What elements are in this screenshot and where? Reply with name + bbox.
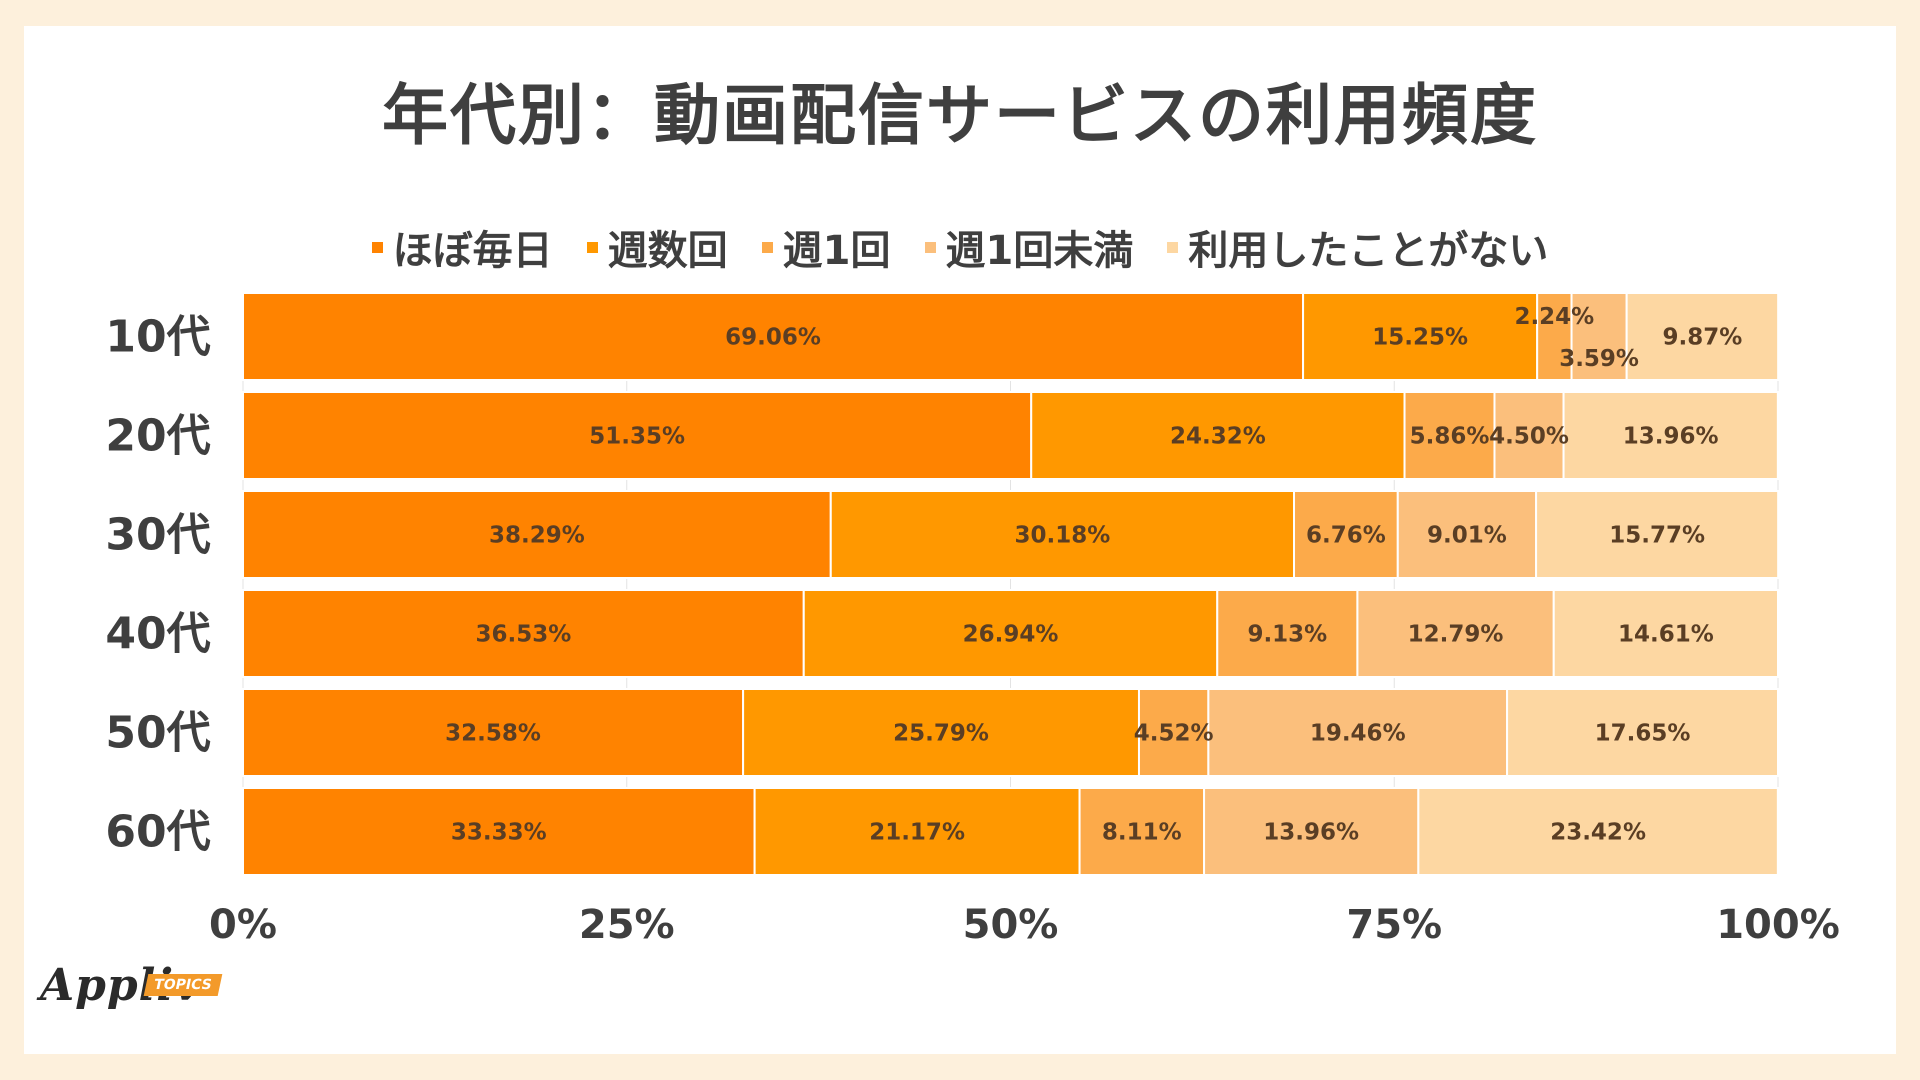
bar-segment: [1403, 391, 1496, 480]
data-label: 51.35%: [589, 424, 685, 450]
legend-item-never: 利用したことがない: [1167, 218, 1548, 276]
data-label: 9.01%: [1427, 523, 1507, 549]
legend-item-weekly: 週1回: [761, 218, 891, 276]
bar-segment: [1207, 688, 1509, 777]
x-tick-label: 75%: [1346, 902, 1442, 948]
data-label: 5.86%: [1410, 424, 1490, 450]
bar-segment: [1293, 490, 1399, 579]
bar-segment: [1535, 490, 1780, 579]
bar-segment: [242, 787, 756, 876]
data-label: 23.42%: [1550, 820, 1646, 846]
bar-segment: [242, 292, 1305, 381]
category-label: 30代: [105, 510, 210, 561]
data-label: 25.79%: [893, 721, 989, 747]
data-label: 13.96%: [1263, 820, 1359, 846]
legend: ほぼ毎日 週数回 週1回 週1回未満 利用したことがない: [0, 218, 1920, 276]
category-label: 20代: [105, 411, 210, 462]
data-label: 14.61%: [1618, 622, 1714, 648]
x-tick-label: 50%: [963, 902, 1059, 948]
data-label: 15.25%: [1372, 325, 1468, 351]
bar-segment: [1536, 292, 1573, 381]
data-label: 38.29%: [489, 523, 585, 549]
legend-swatch: [371, 241, 383, 253]
topics-badge: TOPICS: [143, 974, 222, 996]
bar-segment: [753, 787, 1081, 876]
bar-segment: [1552, 589, 1779, 678]
legend-item-less-weekly: 週1回未満: [924, 218, 1134, 276]
bar-segment: [1570, 292, 1628, 381]
bar-segment: [1625, 292, 1780, 381]
x-tick-label: 100%: [1716, 902, 1840, 948]
bar-segment: [242, 589, 805, 678]
category-label: 60代: [105, 807, 210, 858]
data-label: 24.32%: [1170, 424, 1266, 450]
data-label: 9.13%: [1247, 622, 1327, 648]
legend-swatch: [761, 241, 773, 253]
bar-segment: [1137, 688, 1210, 777]
data-label: 30.18%: [1014, 523, 1110, 549]
data-label: 19.46%: [1310, 721, 1406, 747]
data-label: 12.79%: [1408, 622, 1504, 648]
bar-segment: [1078, 787, 1206, 876]
legend-label: 週1回: [782, 228, 891, 274]
category-label: 50代: [105, 708, 210, 759]
bar-segment: [742, 688, 1140, 777]
x-tick-label: 25%: [579, 902, 675, 948]
data-label: 13.96%: [1623, 424, 1719, 450]
bar-segment: [1302, 292, 1539, 381]
legend-label: ほぼ毎日: [392, 228, 553, 274]
legend-label: 週数回: [607, 228, 728, 274]
data-label: 21.17%: [869, 820, 965, 846]
legend-item-several-weekly: 週数回: [586, 218, 728, 276]
data-label: 9.87%: [1663, 325, 1743, 351]
bar-segment: [1562, 391, 1779, 480]
x-tick-label: 0%: [209, 902, 277, 948]
data-label: 2.24%: [1514, 304, 1594, 330]
data-label: 4.52%: [1134, 721, 1214, 747]
bar-segment: [1030, 391, 1406, 480]
category-label: 40代: [105, 609, 210, 660]
bar-segment: [242, 688, 745, 777]
bar-segment: [1216, 589, 1359, 678]
legend-swatch: [924, 241, 936, 253]
data-label: 36.53%: [475, 622, 571, 648]
data-label: 32.58%: [445, 721, 541, 747]
data-label: 26.94%: [963, 622, 1059, 648]
legend-swatch: [586, 241, 598, 253]
legend-label: 週1回未満: [945, 228, 1134, 274]
legend-label: 利用したことがない: [1188, 228, 1549, 274]
data-label: 8.11%: [1102, 820, 1182, 846]
data-label: 4.50%: [1489, 424, 1569, 450]
data-label: 3.59%: [1559, 346, 1639, 372]
data-label: 33.33%: [451, 820, 547, 846]
bar-segment: [1356, 589, 1555, 678]
bar-segment: [1506, 688, 1779, 777]
legend-item-daily: ほぼ毎日: [371, 218, 553, 276]
chart-title: 年代別：動画配信サービスの利用頻度: [382, 77, 1538, 154]
bar-segment: [1417, 787, 1779, 876]
data-label: 69.06%: [725, 325, 821, 351]
data-label: 15.77%: [1609, 523, 1705, 549]
bar-segment: [242, 391, 1033, 480]
bar-segment: [1493, 391, 1565, 480]
legend-swatch: [1167, 241, 1179, 253]
data-label: 6.76%: [1306, 523, 1386, 549]
bar-segment: [829, 490, 1296, 579]
category-label: 10代: [105, 312, 210, 363]
data-label: 17.65%: [1595, 721, 1691, 747]
